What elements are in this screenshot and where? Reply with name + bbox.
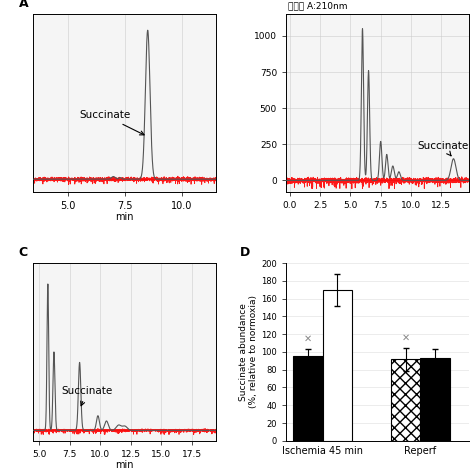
Text: ✕: ✕ — [304, 334, 312, 344]
Text: ✕: ✕ — [401, 332, 410, 342]
Text: 検測器 A:210nm: 検測器 A:210nm — [288, 2, 347, 11]
Bar — [420, 358, 450, 441]
Bar — [323, 290, 352, 441]
Text: Succinate: Succinate — [61, 386, 112, 406]
X-axis label: min: min — [116, 460, 134, 470]
Text: C: C — [18, 246, 27, 259]
Text: Succinate: Succinate — [417, 141, 468, 156]
Y-axis label: Succinate abundance
(%, relative to normoxia): Succinate abundance (%, relative to norm… — [239, 295, 258, 409]
X-axis label: min: min — [116, 212, 134, 222]
Bar — [391, 359, 420, 441]
Text: A: A — [18, 0, 28, 10]
Text: Succinate: Succinate — [79, 110, 144, 135]
Text: D: D — [240, 246, 250, 259]
Bar — [293, 356, 323, 441]
